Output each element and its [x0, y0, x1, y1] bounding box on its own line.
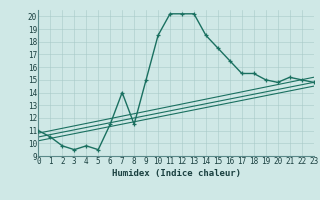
X-axis label: Humidex (Indice chaleur): Humidex (Indice chaleur) [111, 169, 241, 178]
